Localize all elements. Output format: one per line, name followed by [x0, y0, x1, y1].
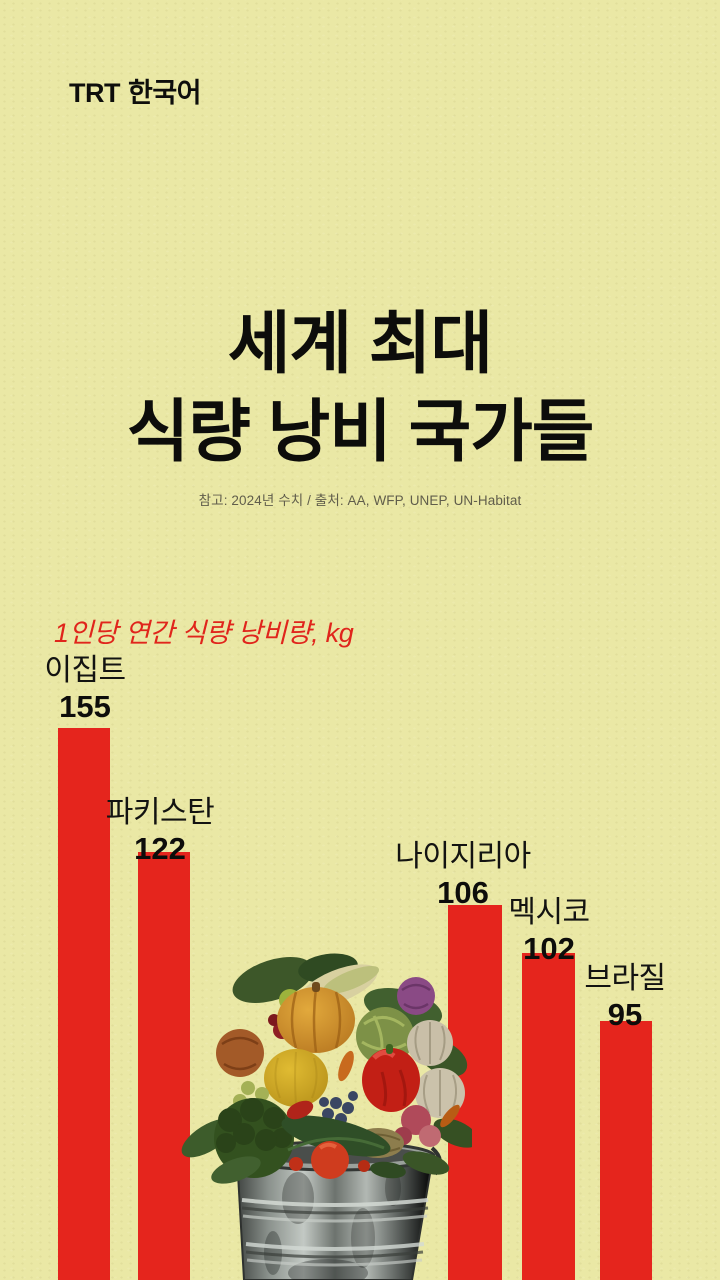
- title-line-1: 세계 최대: [227, 306, 493, 382]
- bar-label-group-0: 이집트 155: [44, 654, 126, 724]
- country-label: 브라질: [584, 962, 666, 995]
- bar-label-group-2: 나이지리아 106: [395, 840, 531, 909]
- value-label: 106: [437, 875, 489, 910]
- bar-label-group-4: 브라질 95: [584, 962, 666, 1032]
- source-note: 참고: 2024년 수치 / 출처: AA, WFP, UNEP, UN-Hab…: [198, 493, 522, 508]
- country-label: 나이지리아: [395, 840, 531, 873]
- chart-subtitle: 1인당 연간 식량 낭비량, kg: [54, 618, 354, 648]
- value-label: 155: [59, 689, 111, 724]
- value-label: 95: [607, 997, 643, 1032]
- logo-trt-text: TRT: [69, 78, 120, 108]
- bar-label-group-1: 파키스탄 122: [105, 796, 215, 866]
- country-label: 이집트: [44, 654, 126, 687]
- bar-0: [58, 728, 110, 1280]
- title-line-2: 식량 낭비 국가들: [126, 394, 595, 470]
- country-label: 파키스탄: [105, 796, 215, 829]
- bar-4: [600, 1021, 652, 1280]
- value-label: 122: [134, 831, 186, 866]
- trt-korean-logo: TRT 한국어: [69, 71, 202, 110]
- page-title: 세계 최대 식량 낭비 국가들: [0, 300, 720, 476]
- value-label: 102: [523, 931, 575, 966]
- bar-1: [138, 852, 190, 1280]
- logo-lang-text: 한국어: [127, 78, 202, 108]
- country-label: 멕시코: [508, 896, 590, 929]
- bar-3: [522, 953, 575, 1280]
- bar-label-group-3: 멕시코 102: [508, 896, 590, 966]
- trash-can-illustration: [181, 953, 472, 1280]
